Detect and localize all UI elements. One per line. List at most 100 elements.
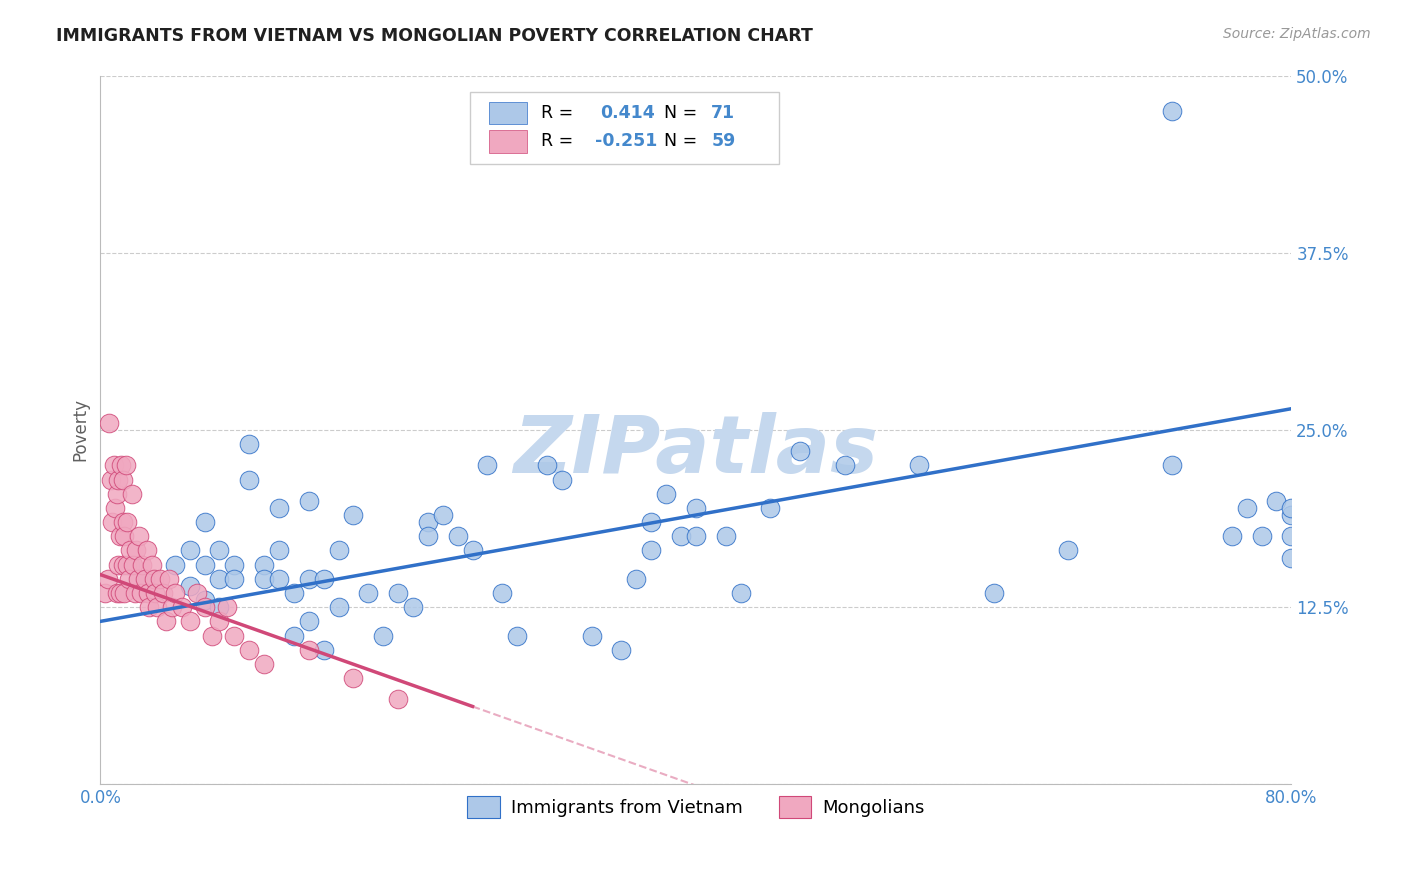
Point <box>122 558 145 572</box>
Point <box>283 629 305 643</box>
Point <box>114 458 136 473</box>
Legend: Immigrants from Vietnam, Mongolians: Immigrants from Vietnam, Mongolians <box>460 789 932 825</box>
Point <box>267 543 290 558</box>
Point <box>730 586 752 600</box>
Point <box>152 586 174 600</box>
Point <box>1220 529 1243 543</box>
Text: Source: ZipAtlas.com: Source: ZipAtlas.com <box>1223 27 1371 41</box>
Point <box>172 600 194 615</box>
Point <box>125 543 148 558</box>
FancyBboxPatch shape <box>489 130 527 153</box>
Point <box>416 529 439 543</box>
Point <box>112 529 135 543</box>
Point <box>108 586 131 600</box>
Point <box>759 500 782 515</box>
Point <box>163 586 186 600</box>
Point <box>432 508 454 522</box>
Point <box>357 586 380 600</box>
Point <box>342 671 364 685</box>
Point <box>789 444 811 458</box>
Point <box>111 558 134 572</box>
Point <box>141 558 163 572</box>
Point <box>105 487 128 501</box>
Point <box>387 692 409 706</box>
Point <box>193 600 215 615</box>
Text: 59: 59 <box>711 132 735 151</box>
Point <box>107 558 129 572</box>
Point <box>179 579 201 593</box>
Point <box>136 586 159 600</box>
Text: ZIPatlas: ZIPatlas <box>513 412 879 491</box>
Point <box>186 586 208 600</box>
Point <box>1161 458 1184 473</box>
Point <box>1279 550 1302 565</box>
Y-axis label: Poverty: Poverty <box>72 399 89 461</box>
Point <box>908 458 931 473</box>
Point <box>208 543 231 558</box>
Point <box>298 642 321 657</box>
Point <box>108 529 131 543</box>
Point <box>312 642 335 657</box>
Point <box>193 593 215 607</box>
Text: -0.251: -0.251 <box>595 132 657 151</box>
FancyBboxPatch shape <box>489 102 527 125</box>
Point <box>298 615 321 629</box>
Text: R =: R = <box>541 104 574 122</box>
Point <box>145 586 167 600</box>
Point <box>215 600 238 615</box>
Point <box>446 529 468 543</box>
Point <box>253 558 276 572</box>
Point <box>193 515 215 529</box>
Point <box>120 543 142 558</box>
Text: N =: N = <box>664 132 697 151</box>
Point <box>100 473 122 487</box>
Point <box>267 500 290 515</box>
Point <box>238 437 260 451</box>
Text: 0.414: 0.414 <box>600 104 655 122</box>
Point <box>328 600 350 615</box>
Point <box>373 629 395 643</box>
Point <box>146 600 169 615</box>
Point <box>201 629 224 643</box>
Point <box>640 543 662 558</box>
Point <box>551 473 574 487</box>
Point <box>402 600 425 615</box>
Point <box>669 529 692 543</box>
Point <box>238 473 260 487</box>
Text: N =: N = <box>664 104 697 122</box>
Point <box>127 572 149 586</box>
Point <box>134 572 156 586</box>
Point <box>149 572 172 586</box>
Point <box>193 558 215 572</box>
Point <box>103 458 125 473</box>
Point <box>208 572 231 586</box>
Point <box>387 586 409 600</box>
Point <box>110 458 132 473</box>
Point <box>101 515 124 529</box>
Point <box>581 629 603 643</box>
Point <box>298 494 321 508</box>
Text: IMMIGRANTS FROM VIETNAM VS MONGOLIAN POVERTY CORRELATION CHART: IMMIGRANTS FROM VIETNAM VS MONGOLIAN POV… <box>56 27 813 45</box>
Point <box>104 500 127 515</box>
Point <box>461 543 484 558</box>
Point <box>253 572 276 586</box>
Point <box>157 572 180 586</box>
Point <box>536 458 558 473</box>
Point <box>328 543 350 558</box>
FancyBboxPatch shape <box>470 92 779 164</box>
Point <box>1161 103 1184 118</box>
Point <box>111 515 134 529</box>
Point <box>1279 500 1302 515</box>
Point <box>134 572 156 586</box>
Point <box>224 629 246 643</box>
Text: R =: R = <box>541 132 574 151</box>
Point <box>208 600 231 615</box>
Point <box>1265 494 1288 508</box>
Point <box>714 529 737 543</box>
Point <box>128 529 150 543</box>
Point <box>685 500 707 515</box>
Point <box>120 558 142 572</box>
Point <box>506 629 529 643</box>
Point <box>283 586 305 600</box>
Point <box>138 600 160 615</box>
